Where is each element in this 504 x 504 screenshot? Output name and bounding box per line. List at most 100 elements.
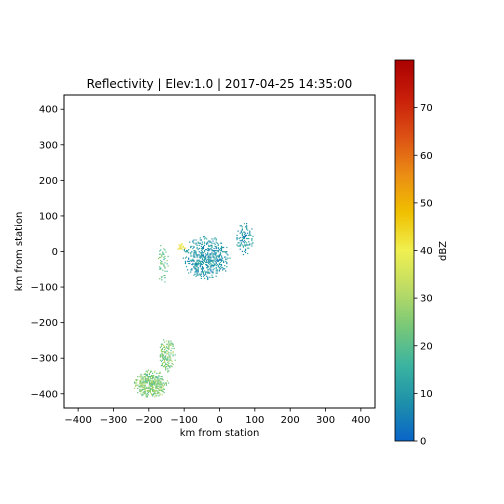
echo-pixel	[237, 245, 239, 247]
echo-pixel	[190, 252, 192, 254]
echo-pixel	[160, 382, 162, 384]
echo-pixel	[208, 247, 210, 250]
echo-pixel	[196, 270, 198, 272]
echo-pixel	[199, 273, 201, 275]
echo-pixel	[165, 357, 167, 359]
echo-pixel	[197, 254, 199, 256]
echo-pixel	[238, 237, 240, 240]
echo-pixel	[211, 263, 213, 266]
echo-pixel	[202, 236, 205, 238]
echo-pixel	[186, 260, 189, 262]
echo-pixel	[202, 247, 205, 250]
echo-pixel	[218, 258, 220, 260]
echo-pixel	[161, 351, 164, 353]
echo-pixel	[145, 373, 147, 376]
echo-pixel	[193, 239, 195, 241]
echo-pixel	[250, 234, 252, 236]
echo-pixel	[195, 261, 197, 264]
echo-pixel	[159, 394, 161, 396]
echo-pixel	[141, 386, 143, 388]
echo-pixel	[220, 256, 223, 258]
echo-pixel	[153, 377, 155, 379]
echo-pixel	[156, 383, 158, 385]
colorbar-axis: 0 10 20 30 40 50 60 70	[414, 103, 433, 448]
echo-pixel	[171, 360, 173, 362]
echo-pixel	[153, 389, 155, 392]
echo-pixel	[163, 264, 165, 266]
echo-pixel	[218, 270, 220, 272]
echo-pixel	[192, 258, 194, 260]
echo-pixel	[219, 263, 222, 266]
echo-pixel	[221, 257, 224, 259]
colorbar-tick-label: 30	[420, 294, 433, 305]
echo-pixel	[198, 254, 200, 256]
echo-pixel	[195, 270, 197, 272]
colorbar-tick-label: 10	[420, 389, 433, 400]
echo-pixel	[216, 270, 218, 272]
echo-pixel	[205, 258, 207, 260]
echo-pixel	[141, 385, 143, 387]
echo-pixel	[148, 383, 151, 385]
echo-pixel	[177, 248, 179, 250]
echo-pixel	[201, 254, 204, 256]
echo-pixel	[207, 252, 209, 254]
echo-pixel	[199, 274, 201, 276]
echo-pixel	[213, 238, 215, 240]
echo-pixel	[182, 246, 184, 248]
echo-pixel	[247, 237, 249, 240]
echo-pixel	[137, 387, 139, 389]
echo-pixel	[169, 343, 171, 345]
echo-pixel	[146, 370, 148, 372]
echo-pixel	[161, 389, 163, 392]
echo-pixel	[151, 377, 154, 379]
echo-pixel	[146, 374, 148, 377]
echo-pixel	[194, 263, 196, 266]
echo-pixel	[213, 263, 215, 266]
echo-pixel	[165, 355, 167, 357]
echo-pixel	[203, 257, 206, 259]
echo-pixel	[220, 249, 223, 251]
echo-pixel	[208, 250, 210, 252]
echo-pixel	[165, 356, 167, 358]
echo-pixel	[172, 352, 174, 354]
echo-pixel	[188, 249, 190, 251]
echo-pixel	[237, 230, 239, 232]
echo-pixel	[209, 254, 211, 256]
echo-pixel	[164, 348, 166, 351]
echo-pixel	[208, 271, 210, 273]
echo-pixel	[206, 265, 208, 267]
echo-pixel	[241, 239, 243, 241]
echo-pixel	[142, 384, 144, 386]
echo-pixel	[213, 265, 215, 267]
echo-pixel	[220, 260, 223, 262]
echo-pixel	[162, 361, 165, 363]
echo-pixel	[163, 258, 165, 261]
echo-pixel	[146, 378, 148, 380]
echo-pixel	[158, 389, 160, 392]
echo-pixel	[213, 251, 215, 253]
x-tick-label: 0	[216, 415, 222, 426]
echo-pixel	[182, 245, 184, 247]
echo-pixel	[220, 267, 223, 269]
echo-pixel	[197, 268, 199, 270]
colorbar-tick-label: 50	[420, 198, 433, 209]
echo-pixel	[155, 390, 157, 393]
echo-pixel	[149, 375, 152, 378]
echo-pixel	[190, 259, 192, 261]
echo-pixel	[154, 383, 156, 385]
echo-pixel	[210, 265, 212, 267]
echo-region	[182, 236, 231, 281]
echo-pixel	[219, 242, 222, 244]
echo-pixel	[238, 242, 240, 244]
echo-pixel	[167, 370, 169, 372]
echo-pixel	[239, 225, 241, 227]
echo-pixel	[209, 272, 211, 274]
echo-pixel	[160, 386, 162, 388]
echo-pixel	[150, 370, 153, 372]
echo-pixel	[220, 246, 223, 249]
echo-pixel	[205, 257, 207, 259]
echo-pixel	[215, 272, 217, 274]
echo-pixel	[153, 381, 155, 383]
echo-pixel	[148, 380, 151, 382]
echo-pixel	[201, 255, 204, 257]
